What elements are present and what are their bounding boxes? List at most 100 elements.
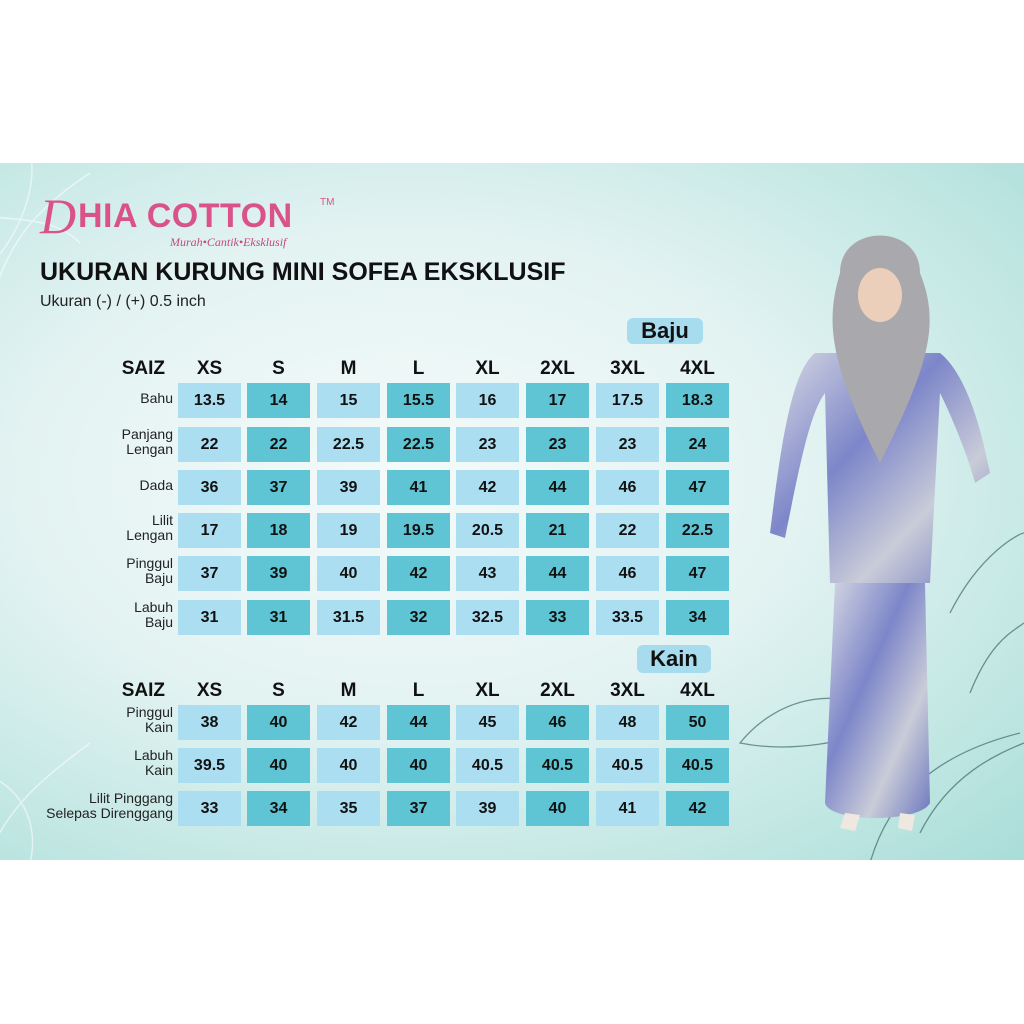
size-cell: 20.5 [456, 513, 519, 548]
size-header-3xl: 3XL [610, 680, 645, 701]
size-cell: 23 [596, 427, 659, 462]
size-cell: 47 [666, 556, 729, 591]
size-cell: 32.5 [456, 600, 519, 635]
size-cell: 17 [178, 513, 241, 548]
size-cell: 45 [456, 705, 519, 740]
row-label: Panjang Lengan [8, 427, 173, 457]
page-title: UKURAN KURUNG MINI SOFEA EKSKLUSIF [40, 258, 566, 286]
size-cell: 13.5 [178, 383, 241, 418]
size-cell: 14 [247, 383, 310, 418]
size-cell: 46 [596, 470, 659, 505]
size-cell: 40 [247, 705, 310, 740]
size-header-4xl: 4XL [680, 680, 715, 701]
size-cell: 36 [178, 470, 241, 505]
row-label: Lilit Lengan [8, 513, 173, 543]
row-label-line: Kain [144, 719, 173, 735]
size-cell: 40 [526, 791, 589, 826]
size-cell: 42 [317, 705, 380, 740]
size-cell: 24 [666, 427, 729, 462]
size-cell: 47 [666, 470, 729, 505]
row-label-line: Bahu [140, 390, 173, 406]
kain-section-label: Kain [637, 645, 711, 673]
size-cell: 38 [178, 705, 241, 740]
size-cell: 42 [387, 556, 450, 591]
row-label: Pinggul Baju [8, 556, 173, 586]
size-cell: 31.5 [317, 600, 380, 635]
size-cell: 34 [666, 600, 729, 635]
size-header-m: M [340, 358, 357, 379]
size-cell: 39 [456, 791, 519, 826]
page-subtitle: Ukuran (-) / (+) 0.5 inch [40, 293, 206, 310]
size-cell: 15.5 [387, 383, 450, 418]
row-label-line: Baju [144, 614, 173, 630]
size-cell: 41 [387, 470, 450, 505]
size-header-2xl: 2XL [540, 358, 575, 379]
size-cell: 23 [526, 427, 589, 462]
size-cell: 31 [178, 600, 241, 635]
size-cell: 42 [456, 470, 519, 505]
size-cell: 39 [247, 556, 310, 591]
row-label: Pinggul Kain [8, 705, 173, 735]
size-cell: 46 [526, 705, 589, 740]
baju-section-label: Baju [627, 318, 703, 344]
size-cell: 39.5 [178, 748, 241, 783]
row-label-line: Dada [139, 477, 173, 493]
brand-tagline: Murah•Cantik•Eksklusif [170, 235, 287, 249]
model-wearing-kurung-image [770, 235, 990, 831]
flower-decoration-left-icon [0, 163, 91, 278]
row-label-line: Labuh [134, 599, 173, 615]
size-header-xl: XL [475, 358, 500, 379]
size-cell: 40 [317, 556, 380, 591]
row-label-line: Lilit Pinggang [88, 790, 173, 806]
row-label-line: Lilit [151, 512, 173, 528]
saiz-header: SAIZ [121, 680, 165, 701]
size-cell: 42 [666, 791, 729, 826]
size-header-m: M [340, 680, 357, 701]
size-cell: 40 [387, 748, 450, 783]
size-cell: 41 [596, 791, 659, 826]
row-label-line: Baju [144, 570, 173, 586]
row-label-line: Lengan [126, 441, 173, 457]
size-cell: 40.5 [666, 748, 729, 783]
size-cell: 44 [387, 705, 450, 740]
row-label: Lilit Pinggang Selepas Direnggang [8, 791, 173, 821]
size-cell: 33.5 [596, 600, 659, 635]
size-cell: 32 [387, 600, 450, 635]
size-cell: 48 [596, 705, 659, 740]
size-header-3xl: 3XL [610, 358, 645, 379]
size-cell: 19 [317, 513, 380, 548]
size-cell: 50 [666, 705, 729, 740]
size-header-2xl: 2XL [540, 680, 575, 701]
row-label-line: Lengan [126, 527, 173, 543]
size-header-xs: XS [196, 680, 223, 701]
row-label-line: Labuh [134, 747, 173, 763]
size-cell: 40 [247, 748, 310, 783]
trademark: TM [320, 197, 335, 208]
size-header-4xl: 4XL [680, 358, 715, 379]
size-cell: 21 [526, 513, 589, 548]
size-cell: 40.5 [456, 748, 519, 783]
size-cell: 33 [178, 791, 241, 826]
size-cell: 22.5 [387, 427, 450, 462]
size-cell: 44 [526, 556, 589, 591]
row-label: Dada [8, 478, 173, 493]
size-cell: 22.5 [317, 427, 380, 462]
size-header-l: L [412, 680, 425, 701]
brand-name: HIA COTTON [78, 197, 293, 235]
size-cell: 33 [526, 600, 589, 635]
size-header-xs: XS [196, 358, 223, 379]
size-cell: 18.3 [666, 383, 729, 418]
size-header-xl: XL [475, 680, 500, 701]
size-cell: 39 [317, 470, 380, 505]
row-label: Labuh Baju [8, 600, 173, 630]
row-label: Bahu [8, 391, 173, 406]
saiz-header: SAIZ [121, 358, 165, 379]
size-cell: 46 [596, 556, 659, 591]
row-label-line: Selepas Direnggang [46, 805, 173, 821]
size-header-s: S [272, 680, 285, 701]
size-cell: 37 [178, 556, 241, 591]
size-cell: 40 [317, 748, 380, 783]
size-header-s: S [272, 358, 285, 379]
size-cell: 15 [317, 383, 380, 418]
size-cell: 40.5 [596, 748, 659, 783]
